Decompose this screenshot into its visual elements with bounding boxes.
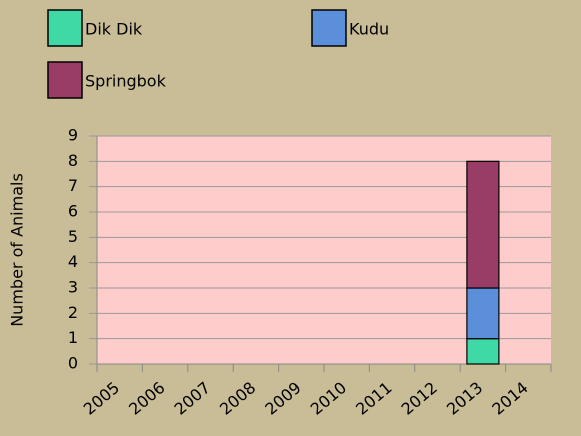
y-tick-label: 1 (68, 328, 78, 347)
legend-swatch (47, 61, 83, 99)
y-tick-label: 9 (68, 126, 78, 145)
legend-label: Springbok (85, 72, 167, 91)
y-tick-label: 4 (68, 252, 78, 271)
y-axis-label: Number of Animals (8, 173, 27, 327)
y-tick-label: 0 (68, 354, 78, 373)
legend-swatch (311, 9, 347, 47)
legend-label: Kudu (349, 20, 389, 39)
y-tick-label: 2 (68, 303, 78, 322)
y-tick-label: 5 (68, 227, 78, 246)
y-tick-label: 8 (68, 151, 78, 170)
bar-segment (466, 338, 500, 365)
y-tick-label: 7 (68, 176, 78, 195)
legend-label: Dik Dik (85, 20, 143, 39)
bar-segment (466, 160, 500, 289)
bar-segment (466, 287, 500, 340)
y-tick-label: 6 (68, 202, 78, 221)
legend-swatch (47, 9, 83, 47)
y-tick-label: 3 (68, 278, 78, 297)
